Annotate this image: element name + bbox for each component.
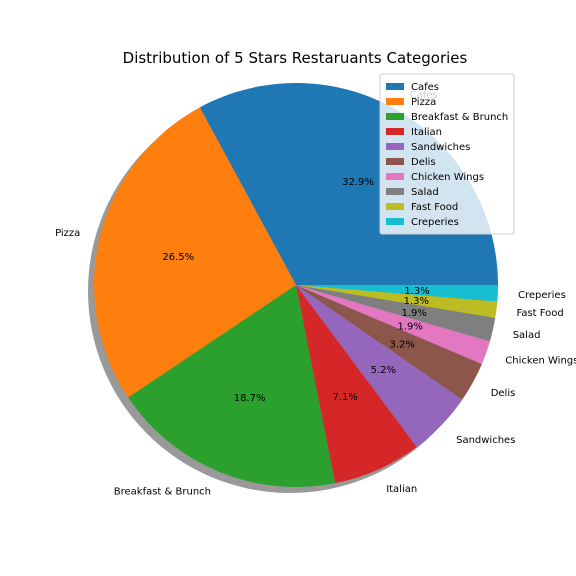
percent-label-sandwiches: 5.2% (371, 365, 396, 376)
legend-label-creperies: Creperies (411, 217, 459, 228)
legend-label-salad: Salad (411, 187, 439, 198)
percent-label-fast-food: 1.3% (404, 296, 429, 307)
chart-title: Distribution of 5 Stars Restaruants Cate… (123, 49, 468, 67)
legend-label-breakfast-and-brunch: Breakfast & Brunch (411, 112, 508, 123)
legend-label-italian: Italian (411, 127, 442, 138)
legend-label-delis: Delis (411, 157, 436, 168)
legend: Cafes Pizza Breakfast & Brunch Italian Sandw… (380, 74, 514, 234)
legend-label-cafes: Cafes (411, 82, 439, 93)
legend-swatch-delis (386, 158, 404, 165)
legend-swatch-creperies (386, 218, 404, 225)
legend-label-fast-food: Fast Food (411, 202, 458, 213)
percent-label-delis: 3.2% (389, 339, 414, 350)
slice-label-salad: Salad (513, 330, 541, 341)
slice-label-delis: Delis (491, 388, 516, 399)
legend-swatch-cafes (386, 83, 404, 90)
percent-label-italian: 7.1% (332, 392, 357, 403)
slice-label-italian: Italian (386, 484, 417, 495)
legend-swatch-fast-food (386, 203, 404, 210)
legend-swatch-salad (386, 188, 404, 195)
legend-swatch-breakfast-and-brunch (386, 113, 404, 120)
legend-label-chicken-wings: Chicken Wings (411, 172, 484, 183)
legend-label-sandwiches: Sandwiches (411, 142, 470, 153)
legend-swatch-pizza (386, 98, 404, 105)
legend-swatch-italian (386, 128, 404, 135)
legend-swatch-chicken-wings (386, 173, 404, 180)
slice-label-pizza: Pizza (55, 228, 80, 239)
percent-label-chicken-wings: 1.9% (397, 322, 422, 333)
slice-label-creperies: Creperies (518, 290, 566, 301)
percent-label-cafes: 32.9% (342, 177, 374, 188)
percent-label-creperies: 1.3% (404, 286, 429, 297)
legend-swatch-sandwiches (386, 143, 404, 150)
slice-label-breakfast-and-brunch: Breakfast & Brunch (114, 486, 211, 497)
slice-label-chicken-wings: Chicken Wings (505, 356, 576, 367)
legend-label-pizza: Pizza (411, 97, 436, 108)
percent-label-pizza: 26.5% (162, 252, 194, 263)
slice-label-sandwiches: Sandwiches (456, 435, 515, 446)
percent-label-salad: 1.9% (401, 308, 426, 319)
slice-label-fast-food: Fast Food (517, 308, 564, 319)
percent-label-breakfast-and-brunch: 18.7% (234, 393, 266, 404)
